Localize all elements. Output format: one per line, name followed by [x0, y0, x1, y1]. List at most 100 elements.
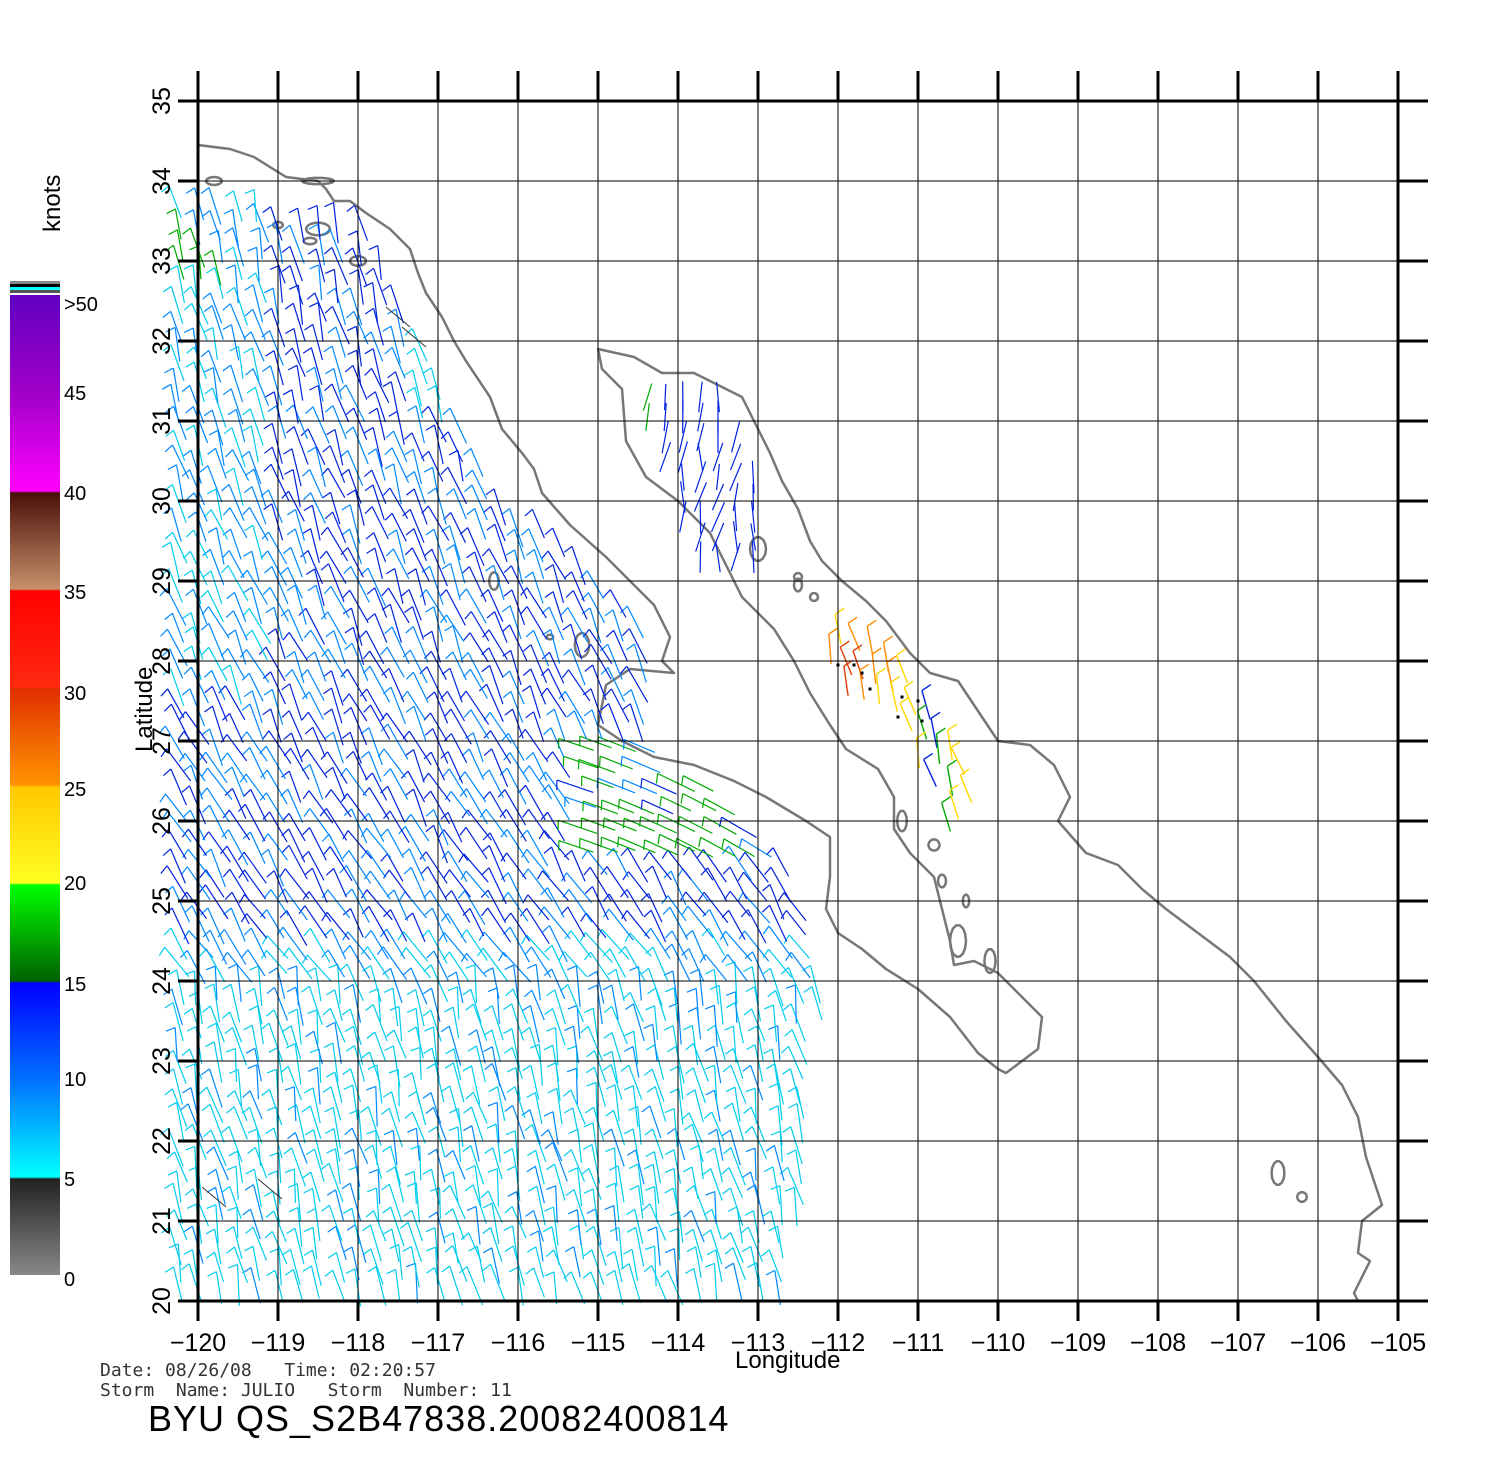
- wind-barb: [282, 632, 290, 641]
- wind-barb: [525, 711, 534, 719]
- wind-barb: [332, 405, 347, 440]
- wind-barb: [629, 992, 644, 1023]
- wind-barb: [259, 909, 268, 918]
- wind-barb: [413, 471, 426, 504]
- wind-barb: [573, 1189, 587, 1227]
- wind-barb: [364, 870, 371, 880]
- wind-barb: [403, 967, 412, 976]
- wind-barb: [288, 947, 313, 980]
- wind-barb: [769, 968, 784, 1007]
- wind-barb: [370, 1224, 382, 1262]
- wind-barb: [673, 1248, 679, 1288]
- wind-barb: [722, 1187, 731, 1195]
- wind-barb: [429, 712, 448, 742]
- wind-barb: [304, 1087, 314, 1094]
- island: [1270, 1160, 1286, 1186]
- wind-barb: [450, 791, 471, 817]
- wind-barb: [243, 347, 253, 354]
- wind-barb: [264, 287, 274, 294]
- wind-barb: [430, 1010, 442, 1042]
- wind-barb: [386, 647, 405, 678]
- wind-barb: [770, 866, 792, 903]
- wind-barb: [415, 989, 425, 1027]
- wind-barb: [730, 1232, 744, 1263]
- wind-barb: [744, 930, 770, 962]
- wind-barb: [701, 798, 705, 809]
- wind-barb: [459, 588, 467, 597]
- wind-barb: [514, 1130, 519, 1166]
- wind-barb: [327, 1251, 337, 1259]
- wind-barb: [202, 848, 212, 856]
- wind-barb: [467, 527, 485, 566]
- wind-barb: [899, 696, 910, 704]
- wind-barb: [488, 629, 508, 661]
- wind-barb: [570, 1089, 586, 1125]
- wind-barb: [627, 847, 649, 883]
- island: [792, 571, 804, 583]
- wind-barb: [503, 589, 513, 597]
- wind-barb: [203, 509, 212, 518]
- wind-barb: [422, 1168, 432, 1175]
- wind-barb: [843, 666, 849, 696]
- wind-barb: [571, 571, 585, 602]
- wind-barb: [252, 368, 270, 406]
- wind-barb: [518, 728, 526, 738]
- wind-barb: [474, 551, 485, 583]
- wind-barb: [664, 1108, 675, 1114]
- wind-barb: [244, 869, 267, 900]
- wind-barb: [327, 526, 349, 562]
- wind-barb: [509, 670, 525, 705]
- wind-barb: [569, 1225, 579, 1231]
- wind-barb: [210, 570, 223, 604]
- wind-barb: [681, 1112, 690, 1121]
- wind-barb: [588, 1168, 602, 1201]
- wind-barb: [370, 930, 389, 960]
- wind-barb: [315, 446, 326, 488]
- wind-barb: [745, 986, 755, 993]
- wind-barb: [269, 1151, 280, 1157]
- wind-barb: [200, 590, 209, 599]
- wind-barb: [644, 1128, 654, 1136]
- wind-barb: [711, 1209, 722, 1240]
- wind-barb: [364, 930, 372, 939]
- wind-barb: [706, 1024, 716, 1032]
- wind-barb: [214, 1252, 225, 1283]
- wind-barb: [583, 866, 591, 876]
- wind-barb: [164, 907, 173, 916]
- wind-barb: [181, 385, 191, 393]
- wind-barb: [431, 631, 441, 663]
- wind-barb: [702, 1168, 712, 1176]
- wind-barb: [504, 964, 514, 971]
- wind-barb: [365, 532, 375, 540]
- wind-barb: [643, 851, 650, 861]
- wind-barb: [560, 607, 569, 616]
- colorbar-cap-stripe: [10, 284, 60, 287]
- wind-barb: [268, 1023, 284, 1062]
- wind-barb: [657, 772, 695, 792]
- wind-barb: [240, 913, 248, 923]
- wind-barb: [597, 777, 636, 794]
- wind-barb: [695, 1246, 702, 1279]
- wind-barb: [751, 1126, 767, 1159]
- wind-barb: [204, 387, 213, 395]
- wind-barb: [212, 367, 219, 404]
- wind-barb: [323, 928, 333, 937]
- wind-barb: [667, 895, 687, 922]
- wind-barb: [269, 587, 289, 622]
- wind-barb: [740, 909, 749, 918]
- wind-barb: [555, 1185, 558, 1224]
- wind-barb: [308, 891, 332, 922]
- wind-barb: [501, 508, 510, 516]
- wind-barb: [608, 893, 627, 922]
- wind-barb: [447, 751, 464, 784]
- wind-barb: [768, 1025, 778, 1030]
- wind-barb: [262, 708, 272, 716]
- wind-barb: [478, 683, 488, 692]
- wind-barb: [272, 1191, 281, 1224]
- wind-barb: [685, 891, 707, 916]
- wind-barb: [551, 1226, 560, 1266]
- wind-barb: [741, 1171, 751, 1179]
- wind-barb: [654, 1005, 659, 1040]
- wind-barb: [784, 1186, 795, 1192]
- wind-barb: [695, 988, 700, 1023]
